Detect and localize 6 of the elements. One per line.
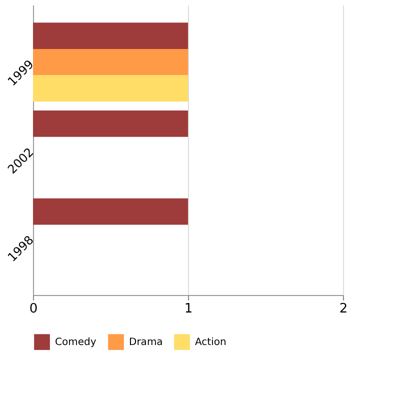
legend-label: Action [195, 337, 226, 348]
legend-label: Comedy [55, 337, 96, 348]
x-tick-label: 0 [29, 302, 38, 316]
legend-label: Drama [129, 337, 163, 348]
x-tick-label: 1 [184, 302, 193, 316]
x-tick-label: 2 [339, 302, 348, 316]
